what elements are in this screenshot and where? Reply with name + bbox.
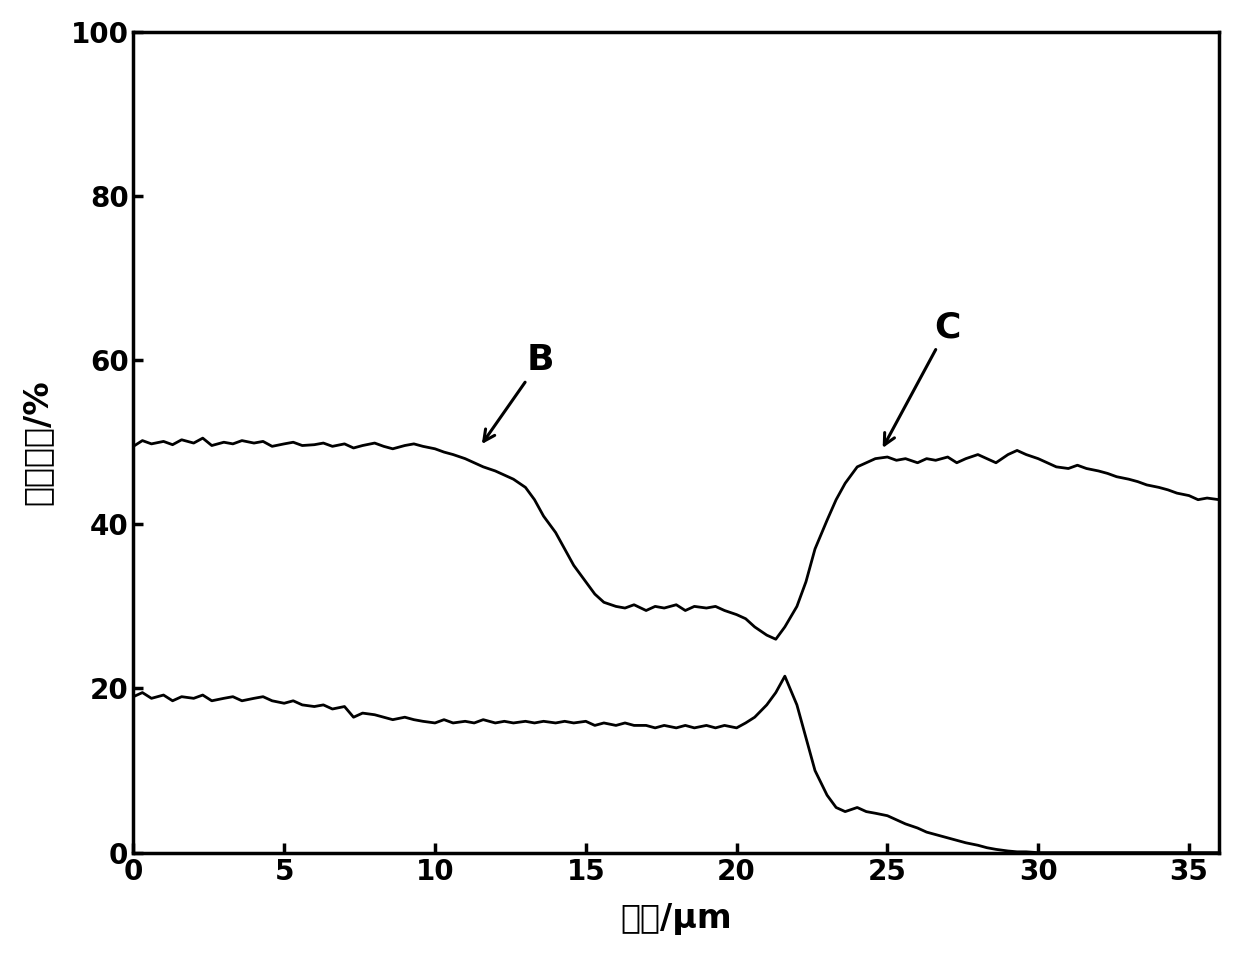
X-axis label: 距离/μm: 距离/μm	[620, 902, 732, 935]
Y-axis label: 原子分数/%: 原子分数/%	[21, 380, 53, 505]
Text: B: B	[484, 343, 554, 442]
Text: C: C	[884, 311, 961, 445]
